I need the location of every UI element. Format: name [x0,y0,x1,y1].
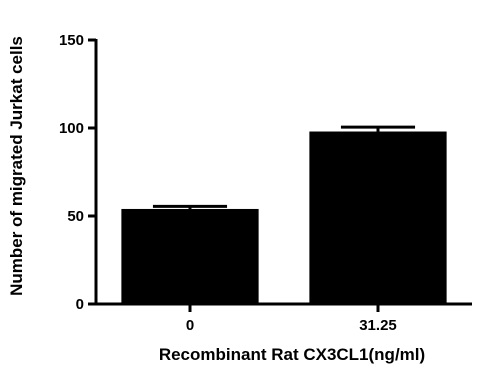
x-axis-title: Recombinant Rat CX3CL1(ng/ml) [159,345,425,364]
y-tick-label: 0 [76,296,84,313]
y-tick-label: 150 [59,32,84,49]
x-axis: 0 31.25 [94,302,472,334]
x-tick-label: 31.25 [359,317,397,334]
y-tick-label: 50 [67,208,84,225]
y-tick-label: 100 [59,120,84,137]
y-axis: 0 50 100 150 [59,32,98,313]
bars [121,125,447,304]
x-tick-label: 0 [186,317,194,334]
y-axis-title: Number of migrated Jurkat cells [7,36,26,296]
bar [121,208,259,304]
bar [309,131,447,304]
